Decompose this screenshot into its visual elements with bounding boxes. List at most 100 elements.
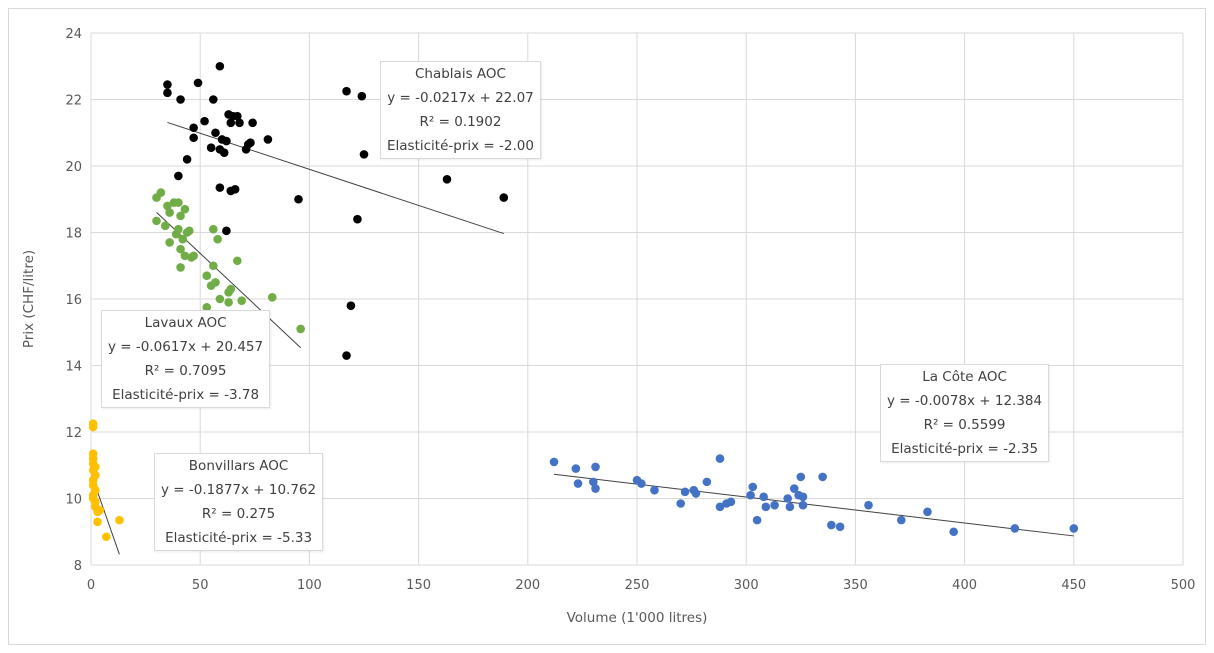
- data-point: [189, 251, 198, 261]
- data-point: [359, 150, 369, 159]
- data-point: [230, 184, 240, 194]
- data-point: [180, 251, 190, 261]
- data-point: [759, 492, 768, 502]
- x-axis-title: Volume (1'000 litres): [567, 610, 708, 626]
- x-tick-label: 200: [515, 578, 540, 593]
- data-point: [680, 487, 690, 497]
- data-point: [1010, 524, 1020, 533]
- data-point: [189, 133, 198, 143]
- data-point: [206, 143, 216, 153]
- data-point: [248, 118, 257, 128]
- data-point: [215, 294, 225, 304]
- annotation-equation: y = -0.0617x + 20.457: [108, 339, 264, 355]
- data-point: [726, 497, 736, 507]
- x-tick-label: 300: [734, 578, 759, 593]
- data-point: [827, 520, 836, 530]
- data-point: [589, 477, 598, 487]
- annotation-equation: y = -0.1877x + 10.762: [161, 482, 317, 498]
- data-point: [215, 183, 225, 192]
- data-point: [209, 95, 218, 104]
- annotation-bonvillars: Bonvillars AOC y = -0.1877x + 10.762 R² …: [154, 453, 324, 551]
- data-point: [246, 138, 255, 148]
- data-point: [152, 216, 161, 226]
- data-point: [209, 261, 218, 271]
- gridlines: [90, 32, 1184, 566]
- data-point: [215, 61, 225, 71]
- data-point: [770, 500, 779, 510]
- data-point: [165, 208, 174, 217]
- annotation-title: Bonvillars AOC: [188, 458, 289, 474]
- x-axis-ticks: 0 50 100 150 200 250 300 350 400 450 500: [87, 578, 1196, 593]
- data-point: [174, 171, 183, 181]
- data-point: [923, 507, 932, 517]
- data-point: [233, 111, 242, 121]
- data-point: [783, 494, 792, 503]
- x-tick-label: 50: [192, 578, 209, 593]
- data-point: [650, 485, 659, 495]
- annotation-chablais: Chablais AOC y = -0.0217x + 22.07 R² = 0…: [380, 61, 541, 159]
- data-point: [226, 118, 236, 128]
- x-tick-label: 250: [625, 578, 650, 593]
- data-point: [761, 502, 771, 512]
- y-tick-label: 10: [65, 493, 82, 508]
- y-tick-label: 18: [65, 227, 82, 242]
- data-point: [213, 234, 222, 244]
- annotation-elasticity: Elasticité-prix = -5.33: [165, 530, 313, 546]
- data-point: [211, 278, 220, 287]
- data-point: [115, 515, 124, 525]
- x-tick-label: 500: [1171, 578, 1196, 593]
- data-point: [156, 188, 166, 197]
- data-point: [226, 284, 236, 294]
- chart-frame: 8 10 12 14 16 18 20 22 24 0 50 100 150 200 250 300 350 4…: [8, 8, 1206, 645]
- data-point: [789, 484, 799, 493]
- y-tick-label: 16: [65, 293, 82, 308]
- data-point: [202, 271, 212, 281]
- data-point: [294, 194, 303, 204]
- data-point: [200, 116, 209, 126]
- data-point: [798, 500, 808, 510]
- data-point: [702, 477, 712, 487]
- data-point: [591, 462, 600, 472]
- annotation-lavaux: Lavaux AOC y = -0.0617x + 20.457 R² = 0.…: [101, 310, 271, 408]
- data-point: [93, 517, 102, 527]
- data-point: [785, 502, 795, 512]
- data-point: [88, 422, 98, 432]
- data-point: [835, 522, 845, 532]
- y-axis-title: Prix (CHF/litre): [21, 250, 37, 348]
- y-tick-label: 8: [74, 559, 82, 574]
- data-point: [222, 136, 231, 146]
- data-point: [637, 479, 646, 488]
- y-tick-label: 24: [65, 27, 82, 42]
- data-points: [88, 61, 1079, 542]
- data-point: [746, 490, 755, 500]
- annotation-equation: y = -0.0217x + 22.07: [387, 90, 534, 106]
- y-tick-label: 14: [65, 360, 82, 375]
- data-point: [174, 224, 183, 234]
- data-point: [209, 224, 218, 234]
- data-point: [691, 489, 701, 498]
- data-point: [752, 515, 762, 525]
- annotation-r2: R² = 0.1902: [419, 114, 502, 130]
- data-point: [342, 86, 351, 96]
- data-point: [499, 193, 509, 202]
- x-tick-label: 400: [952, 578, 977, 593]
- annotation-elasticity: Elasticité-prix = -2.35: [891, 441, 1039, 457]
- data-point: [184, 226, 194, 236]
- scatter-chart: 8 10 12 14 16 18 20 22 24 0 50 100 150 200 250 300 350 4…: [21, 27, 1196, 626]
- data-point: [222, 226, 231, 236]
- x-tick-label: 100: [297, 578, 322, 593]
- data-point: [748, 482, 758, 492]
- data-point: [263, 135, 273, 144]
- data-point: [178, 234, 188, 244]
- x-tick-label: 350: [843, 578, 868, 593]
- annotation-r2: R² = 0.275: [201, 506, 276, 522]
- data-point: [101, 532, 111, 542]
- data-point: [357, 91, 367, 101]
- data-point: [235, 118, 244, 128]
- data-point: [189, 123, 198, 133]
- data-point: [591, 484, 600, 493]
- data-point: [176, 263, 185, 272]
- trendline: [553, 473, 1074, 537]
- data-point: [715, 454, 725, 463]
- data-point: [176, 211, 185, 221]
